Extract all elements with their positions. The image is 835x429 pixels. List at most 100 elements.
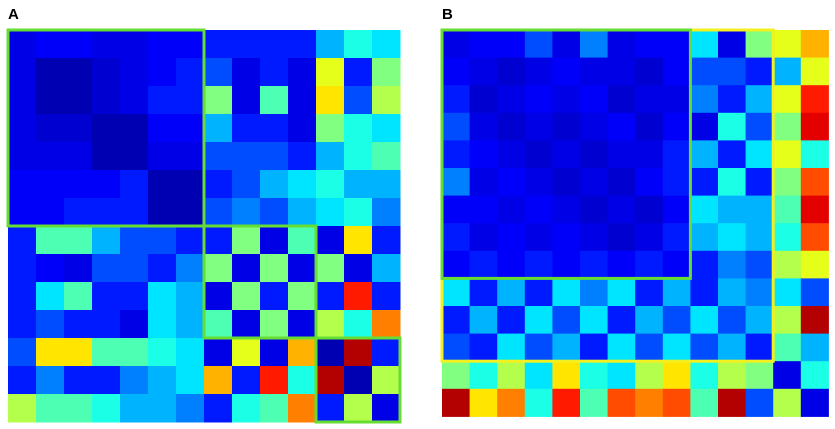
heatmap-cell: [8, 58, 37, 87]
heatmap-cell: [662, 361, 691, 390]
heatmap-cell: [92, 30, 121, 59]
heatmap-cell: [36, 338, 65, 367]
heatmap-cell: [524, 195, 553, 224]
heatmap-cell: [607, 250, 636, 279]
heatmap-cell: [442, 140, 471, 169]
heatmap-cell: [662, 388, 691, 417]
heatmap-cell: [148, 114, 177, 143]
heatmap-cell: [260, 86, 289, 115]
heatmap-cell: [497, 30, 526, 59]
heatmap-cell: [442, 250, 471, 279]
heatmap-cell: [800, 140, 829, 169]
heatmap-cell: [176, 142, 205, 171]
heatmap-cell: [718, 57, 747, 86]
heatmap-cell: [607, 140, 636, 169]
heatmap-cell: [773, 250, 802, 279]
heatmap-cell: [469, 168, 498, 197]
heatmap-cell: [36, 254, 65, 283]
heatmap-cell: [442, 168, 471, 197]
heatmap-cell: [260, 114, 289, 143]
heatmap-cell: [204, 394, 233, 423]
heatmap-cell: [232, 310, 261, 339]
heatmap-cell: [690, 361, 719, 390]
heatmap-cell: [8, 394, 37, 423]
heatmap-cell: [690, 388, 719, 417]
heatmap-cell: [690, 195, 719, 224]
heatmap-cell: [552, 388, 581, 417]
heatmap-cell: [718, 306, 747, 335]
heatmap-cell: [552, 250, 581, 279]
heatmap-cell: [92, 394, 121, 423]
heatmap-cell: [607, 112, 636, 141]
heatmap-cell: [64, 394, 93, 423]
heatmap-cell: [120, 86, 149, 115]
heatmap-cell: [176, 394, 205, 423]
heatmap-cell: [232, 58, 261, 87]
heatmap-cell: [745, 168, 774, 197]
heatmap-cell: [288, 114, 317, 143]
heatmap-cell: [469, 333, 498, 362]
heatmap-cell: [469, 140, 498, 169]
heatmap-cell: [232, 114, 261, 143]
heatmap-cell: [288, 366, 317, 395]
heatmap-cell: [745, 195, 774, 224]
heatmap-cell: [176, 198, 205, 227]
heatmap-cell: [372, 30, 401, 59]
heatmap-cell: [800, 57, 829, 86]
heatmap-cell: [372, 198, 401, 227]
heatmap-cell: [120, 254, 149, 283]
heatmap-cell: [580, 57, 609, 86]
heatmap-cell: [64, 254, 93, 283]
heatmap-cell: [232, 30, 261, 59]
heatmap-cell: [442, 112, 471, 141]
heatmap-cell: [260, 254, 289, 283]
heatmap-cell: [800, 333, 829, 362]
heatmap-cell: [120, 366, 149, 395]
heatmap-cell: [176, 366, 205, 395]
heatmap-cell: [773, 223, 802, 252]
heatmap-cell: [497, 168, 526, 197]
heatmap-cell: [690, 57, 719, 86]
heatmap-cell: [372, 142, 401, 171]
heatmap-cell: [690, 85, 719, 114]
heatmap-cell: [690, 333, 719, 362]
heatmap-cell: [8, 30, 37, 59]
heatmap-cell: [232, 226, 261, 255]
heatmap-cell: [442, 223, 471, 252]
heatmap-cell: [469, 388, 498, 417]
heatmap-cell: [580, 195, 609, 224]
heatmap-cell: [800, 250, 829, 279]
heatmap-cell: [232, 282, 261, 311]
heatmap-cell: [662, 168, 691, 197]
heatmap-cell: [204, 198, 233, 227]
heatmap-cell: [524, 168, 553, 197]
heatmap-cell: [552, 140, 581, 169]
heatmap-cell: [552, 333, 581, 362]
heatmap-cell: [64, 114, 93, 143]
heatmap-cell: [176, 254, 205, 283]
heatmap-cell: [120, 338, 149, 367]
heatmap-cell: [662, 85, 691, 114]
heatmap-cell: [524, 306, 553, 335]
heatmap-cell: [92, 282, 121, 311]
heatmap-cell: [607, 57, 636, 86]
heatmap-cell: [288, 282, 317, 311]
panel-label: B: [442, 6, 453, 23]
heatmap-cell: [64, 142, 93, 171]
heatmap-cell: [718, 223, 747, 252]
heatmap-cell: [92, 86, 121, 115]
heatmap-cell: [288, 226, 317, 255]
heatmap-cell: [344, 254, 373, 283]
heatmap-cell: [204, 338, 233, 367]
heatmap-cell: [288, 170, 317, 199]
heatmap-cell: [524, 112, 553, 141]
heatmap-cell: [148, 310, 177, 339]
heatmap-cell: [260, 394, 289, 423]
heatmap-cell: [690, 30, 719, 59]
heatmap-cell: [580, 250, 609, 279]
heatmap-cell: [800, 168, 829, 197]
heatmap-cell: [469, 112, 498, 141]
heatmap-cell: [662, 333, 691, 362]
cluster-box: [440, 28, 692, 280]
heatmap-cell: [745, 388, 774, 417]
